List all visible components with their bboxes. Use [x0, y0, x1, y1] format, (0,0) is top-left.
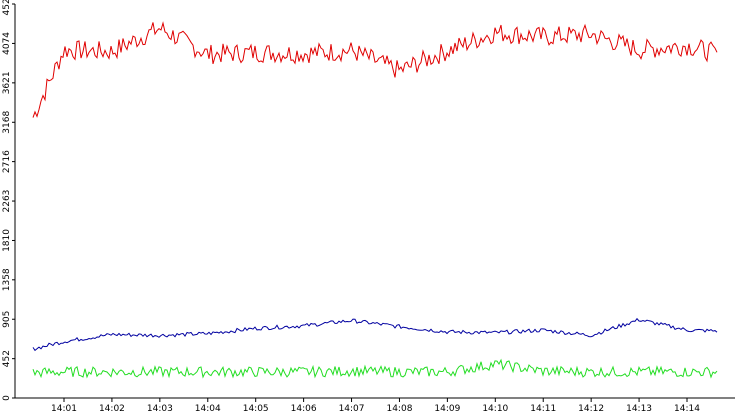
x-tick-label: 14:12 [578, 404, 604, 414]
x-tick-label: 14:11 [530, 404, 556, 414]
y-tick-label: 452 [2, 350, 12, 367]
x-tick-label: 14:14 [674, 404, 700, 414]
y-tick-label: 2263 [2, 190, 12, 213]
x-axis: 14:01 14:02 14:03 14:04 14:05 14:06 14:07 14:08… [15, 397, 735, 414]
y-tick-label: 0 [2, 395, 12, 401]
x-tick-label: 14:07 [339, 404, 365, 414]
x-tick-label: 14:08 [386, 404, 412, 414]
x-tick-label: 14:10 [482, 404, 508, 414]
x-tick-label: 14:05 [243, 404, 269, 414]
y-tick-label: 3168 [2, 111, 12, 134]
x-tick-label: 14:03 [147, 404, 173, 414]
series-layer [32, 21, 718, 379]
x-tick-label: 14:13 [626, 404, 652, 414]
series-line-2 [32, 317, 718, 352]
y-tick-label: 3621 [2, 71, 12, 94]
x-tick-label: 14:06 [291, 404, 317, 414]
x-tick-label: 14:04 [195, 404, 221, 414]
x-tick-label: 14:09 [434, 404, 460, 414]
y-tick-label: 4074 [2, 32, 12, 55]
y-tick-label: 2716 [2, 150, 12, 173]
y-tick-label: 905 [2, 311, 12, 328]
series-line-3 [32, 358, 718, 379]
x-tick-label: 14:02 [99, 404, 125, 414]
y-tick-label: 1810 [2, 229, 12, 252]
series-line-1 [32, 21, 718, 118]
y-tick-label: 4527 [2, 0, 12, 15]
y-tick-label: 1358 [2, 268, 12, 291]
x-tick-label: 14:01 [51, 404, 77, 414]
y-axis: 0 452 905 1358 1810 2263 2716 3168 3621 4074 4527 [2, 0, 16, 401]
